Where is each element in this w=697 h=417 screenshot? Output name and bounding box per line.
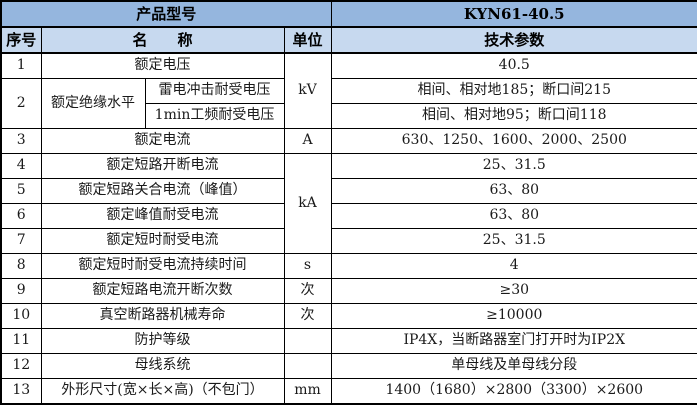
row-unit: kA xyxy=(283,153,332,254)
row-unit: kV xyxy=(283,52,332,129)
table-row: 12 母线系统 单母线及单母线分段 xyxy=(0,353,697,379)
row-name: 额定峰值耐受电流 xyxy=(40,203,285,229)
row-no: 10 xyxy=(0,303,42,329)
row-unit xyxy=(283,353,332,379)
col-header-no: 序号 xyxy=(0,26,42,54)
row-unit: A xyxy=(283,128,332,154)
table-row: 8 额定短时耐受电流持续时间 s 4 xyxy=(0,253,697,279)
row-value: 单母线及单母线分段 xyxy=(330,353,697,379)
table-row: 13 外形尺寸(宽×长×高)（不包门） mm 1400（1680）×2800（3… xyxy=(0,378,697,405)
row-name: 额定绝缘水平 xyxy=(40,78,146,129)
row-name: 外形尺寸(宽×长×高)（不包门） xyxy=(40,378,285,405)
table-row: 1 额定电压 kV 40.5 xyxy=(0,52,697,129)
row-no: 9 xyxy=(0,278,42,304)
row-no: 11 xyxy=(0,328,42,354)
row-unit: 次 xyxy=(283,303,332,329)
row-no: 3 xyxy=(0,128,42,154)
col-header-unit: 单位 xyxy=(283,26,332,54)
row-name: 额定短路电流开断次数 xyxy=(40,278,285,304)
row-subname: 雷电冲击耐受电压 xyxy=(144,78,285,104)
table-row: 11 防护等级 IP4X，当断路器室门打开时为IP2X xyxy=(0,328,697,354)
row-value: 相间、相对地185；断口间215 xyxy=(330,78,697,104)
row-no: 2 xyxy=(0,78,42,129)
row-name: 额定短路开断电流 xyxy=(40,153,285,179)
row-name: 母线系统 xyxy=(40,353,285,379)
row-no: 12 xyxy=(0,353,42,379)
row-value: 4 xyxy=(330,253,697,279)
table-row: 7 额定短时耐受电流 25、31.5 xyxy=(0,228,697,254)
row-unit: mm xyxy=(283,378,332,405)
row-value: 63、80 xyxy=(330,178,697,204)
row-no: 5 xyxy=(0,178,42,204)
row-name: 额定短时耐受电流持续时间 xyxy=(40,253,285,279)
table-row: 10 真空断路器机械寿命 次 ≥10000 xyxy=(0,303,697,329)
table-row: 3 额定电流 A 630、1250、1600、2000、2500 xyxy=(0,128,697,154)
row-value: 25、31.5 xyxy=(330,153,697,179)
col-header-name: 名 称 xyxy=(40,26,285,54)
table-row: 2 额定绝缘水平 雷电冲击耐受电压 相间、相对地185；断口间215 xyxy=(0,78,697,129)
row-no: 7 xyxy=(0,228,42,254)
row-value: 1400（1680）×2800（3300）×2600 xyxy=(330,378,697,405)
row-unit xyxy=(283,328,332,354)
row-name: 防护等级 xyxy=(40,328,285,354)
row-value: 630、1250、1600、2000、2500 xyxy=(330,128,697,154)
product-model-label: 产品型号 xyxy=(0,0,332,28)
row-value: IP4X，当断路器室门打开时为IP2X xyxy=(330,328,697,354)
row-name: 额定电流 xyxy=(40,128,285,154)
row-value: 40.5 xyxy=(330,52,697,79)
row-name: 额定电压 xyxy=(40,52,285,79)
row-value: ≥10000 xyxy=(330,303,697,329)
row-no: 1 xyxy=(0,52,42,79)
row-value: 63、80 xyxy=(330,203,697,229)
row-name: 额定短路关合电流（峰值） xyxy=(40,178,285,204)
row-name: 额定短时耐受电流 xyxy=(40,228,285,254)
table-row: 9 额定短路电流开断次数 次 ≥30 xyxy=(0,278,697,304)
table-row: 5 额定短路关合电流（峰值） 63、80 xyxy=(0,178,697,204)
row-no: 4 xyxy=(0,153,42,179)
row-no: 8 xyxy=(0,253,42,279)
header-row-product-model: 产品型号 KYN61-40.5 xyxy=(0,0,697,28)
col-header-params: 技术参数 xyxy=(330,26,697,54)
row-value: 相间、相对地95；断口间118 xyxy=(330,103,697,129)
product-model-value: KYN61-40.5 xyxy=(330,0,697,28)
row-name: 真空断路器机械寿命 xyxy=(40,303,285,329)
spec-table: 产品型号 KYN61-40.5 序号 名 称 单位 技术参数 1 额定电压 kV… xyxy=(0,0,697,405)
row-no: 6 xyxy=(0,203,42,229)
row-unit: 次 xyxy=(283,278,332,304)
table-row: 4 额定短路开断电流 kA 25、31.5 xyxy=(0,153,697,254)
table-row: 6 额定峰值耐受电流 63、80 xyxy=(0,203,697,229)
table-row: 1min工频耐受电压 相间、相对地95；断口间118 xyxy=(1,103,697,129)
row-value: 25、31.5 xyxy=(330,228,697,254)
header-row-columns: 序号 名 称 单位 技术参数 xyxy=(0,26,697,54)
row-unit: s xyxy=(283,253,332,279)
row-no: 13 xyxy=(0,378,42,405)
row-value: ≥30 xyxy=(330,278,697,304)
row-subname: 1min工频耐受电压 xyxy=(144,103,285,129)
